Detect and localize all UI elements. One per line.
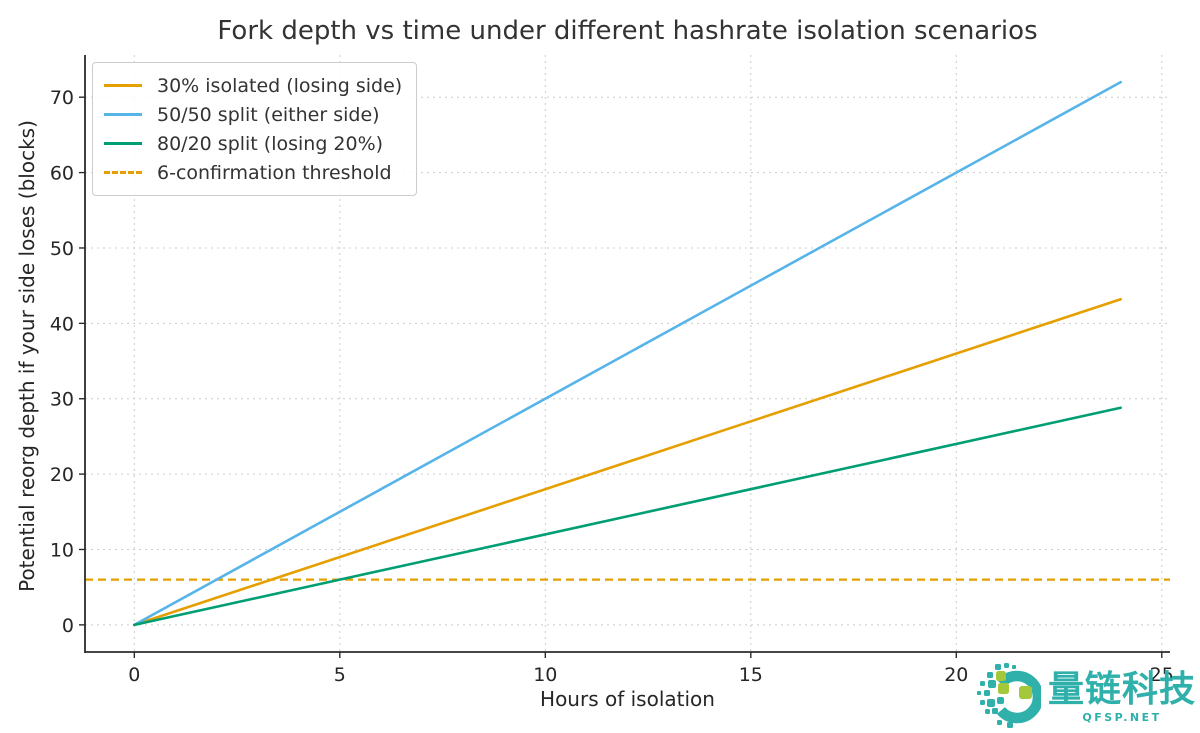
watermark-brand-text: 量链科技 (1047, 669, 1196, 711)
legend-item-label: 30% isolated (losing side) (157, 74, 403, 97)
watermark: 量链科技 QFSP.NET (976, 663, 1196, 731)
legend-item: 30% isolated (losing side) (104, 71, 402, 100)
svg-text:30: 30 (50, 389, 74, 411)
legend-dashed-swatch (104, 171, 142, 174)
legend-line-swatch (104, 84, 142, 87)
svg-text:15: 15 (739, 664, 763, 686)
svg-text:0: 0 (128, 664, 140, 686)
svg-text:50: 50 (50, 238, 74, 260)
logo-pixel-squares (976, 663, 1032, 728)
legend-item-label: 6-confirmation threshold (157, 161, 392, 184)
legend: 30% isolated (losing side) 50/50 split (… (92, 62, 418, 196)
svg-text:70: 70 (50, 87, 74, 109)
watermark-url: QFSP.NET (1082, 710, 1162, 724)
chart-title: Fork depth vs time under different hashr… (217, 16, 1038, 46)
legend-item: 6-confirmation threshold (104, 158, 402, 187)
legend-item-label: 50/50 split (either side) (157, 103, 380, 126)
legend-item-label: 80/20 split (losing 20%) (157, 132, 384, 155)
qfsp-logo-icon (976, 663, 1041, 728)
svg-text:60: 60 (50, 163, 74, 185)
svg-text:5: 5 (334, 664, 346, 686)
svg-text:10: 10 (50, 539, 74, 561)
legend-line-swatch (104, 113, 142, 116)
svg-text:25: 25 (1150, 664, 1174, 686)
svg-text:0: 0 (62, 615, 74, 637)
svg-text:10: 10 (533, 664, 557, 686)
legend-line-swatch (104, 142, 142, 145)
svg-text:40: 40 (50, 313, 74, 335)
legend-item: 50/50 split (either side) (104, 100, 402, 129)
y-axis-label: Potential reorg depth if your side loses… (15, 120, 39, 592)
svg-text:20: 20 (50, 464, 74, 486)
x-axis-label: Hours of isolation (540, 687, 715, 711)
svg-text:20: 20 (944, 664, 968, 686)
legend-item: 80/20 split (losing 20%) (104, 129, 402, 158)
